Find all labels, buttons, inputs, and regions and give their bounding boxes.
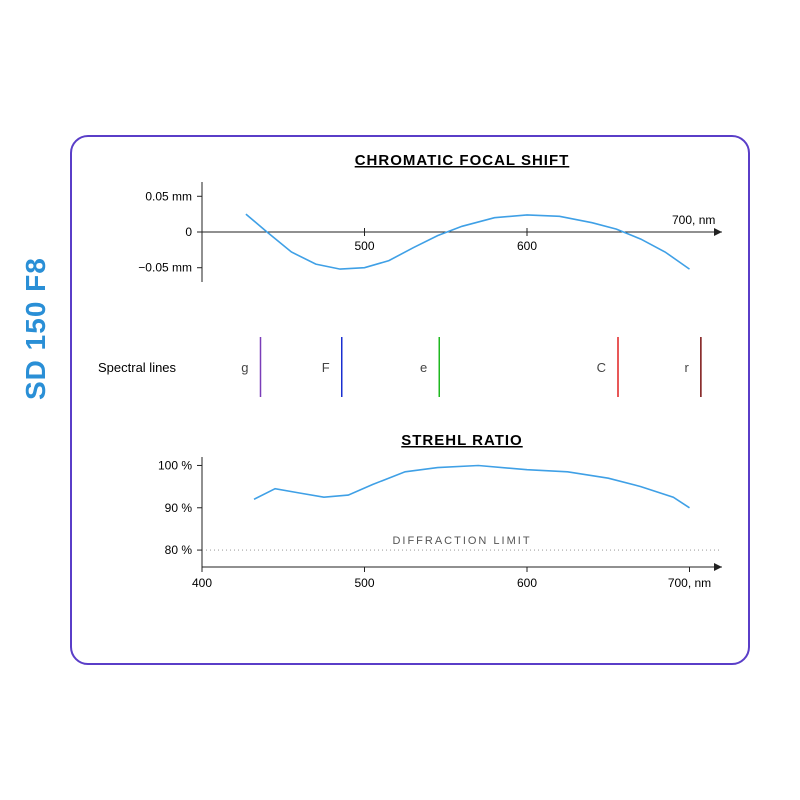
svg-text:CHROMATIC FOCAL SHIFT: CHROMATIC FOCAL SHIFT — [355, 152, 570, 169]
svg-text:600: 600 — [517, 576, 537, 590]
svg-text:F: F — [322, 360, 330, 375]
svg-text:500: 500 — [354, 239, 374, 253]
svg-text:700, nm: 700, nm — [668, 576, 711, 590]
svg-text:C: C — [597, 360, 606, 375]
svg-text:0: 0 — [185, 225, 192, 239]
svg-text:100 %: 100 % — [158, 458, 192, 472]
svg-text:700, nm: 700, nm — [672, 213, 715, 227]
svg-text:r: r — [685, 360, 690, 375]
charts-svg: CHROMATIC FOCAL SHIFT 0.05 mm 0 −0.05 mm 500… — [72, 137, 752, 667]
chart-card: CHROMATIC FOCAL SHIFT 0.05 mm 0 −0.05 mm 500… — [70, 135, 750, 665]
svg-text:80 %: 80 % — [165, 543, 193, 557]
svg-text:400: 400 — [192, 576, 212, 590]
svg-text:90 %: 90 % — [165, 501, 193, 515]
svg-text:g: g — [241, 360, 248, 375]
svg-text:0.05 mm: 0.05 mm — [145, 189, 192, 203]
svg-text:500: 500 — [354, 576, 374, 590]
svg-text:e: e — [420, 360, 427, 375]
svg-text:−0.05 mm: −0.05 mm — [138, 261, 192, 275]
svg-text:600: 600 — [517, 239, 537, 253]
svg-text:STREHL RATIO: STREHL RATIO — [401, 432, 522, 449]
svg-text:Spectral lines: Spectral lines — [98, 360, 177, 375]
side-label: SD 150 F8 — [20, 257, 52, 400]
svg-text:DIFFRACTION LIMIT: DIFFRACTION LIMIT — [392, 535, 531, 547]
